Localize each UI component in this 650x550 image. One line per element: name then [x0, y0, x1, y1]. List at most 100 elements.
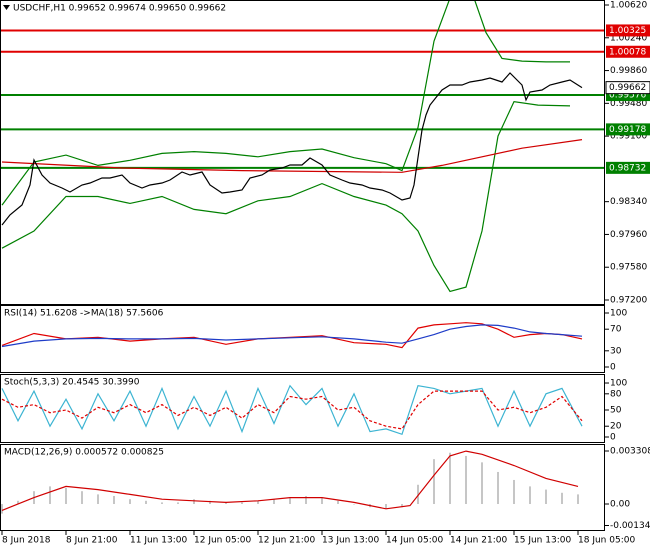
histogram-bar: [193, 499, 195, 505]
panel: [1, 322, 583, 349]
histogram-bar: [513, 479, 515, 505]
y-tick-label: 50: [610, 406, 622, 416]
panel: [1, 384, 583, 436]
y-tick-label: 0: [610, 433, 616, 443]
histogram-bar: [129, 499, 131, 505]
histogram-bar: [17, 500, 19, 505]
histogram-bar: [385, 504, 387, 509]
series-line: [1, 72, 583, 226]
panel: [1, 450, 579, 514]
x-tick-label: 8 Jun 2018: [2, 536, 51, 546]
y-tick-label: 0.97580: [610, 263, 647, 273]
histogram-bar: [241, 502, 243, 505]
histogram-bar: [577, 494, 579, 505]
x-tick-label: 11 Jun 13:00: [130, 536, 187, 546]
x-tick-label: 8 Jun 21:00: [66, 536, 118, 546]
series-line: [1, 0, 570, 206]
panel-border: [0, 305, 605, 373]
histogram-bar: [449, 452, 451, 505]
histogram-bar: [353, 504, 355, 505]
y-tick-label: 1.00620: [610, 1, 647, 11]
y-tick-label: 0.99100: [610, 132, 647, 142]
histogram-bar: [529, 486, 531, 505]
panel-border: [0, 444, 605, 531]
series-line: [1, 139, 583, 173]
y-tick-label: 100: [610, 379, 627, 389]
level-label: 1.00078: [609, 47, 646, 57]
y-tick-label: 0.97960: [610, 230, 647, 240]
y-tick-label: 80: [610, 389, 622, 399]
histogram-bar: [433, 459, 435, 505]
histogram-bar: [209, 500, 211, 505]
histogram-bar: [337, 500, 339, 505]
y-tick-label: 0.97200: [610, 295, 647, 305]
series-line: [1, 322, 583, 349]
histogram-bar: [321, 497, 323, 505]
series-line: [1, 100, 571, 293]
y-tick-label: 100: [610, 308, 627, 318]
histogram-bar: [481, 462, 483, 505]
histogram-bar: [65, 487, 67, 505]
histogram-bar: [305, 495, 307, 505]
x-tick-label: 13 Jun 13:00: [322, 536, 379, 546]
level-label: 1.00325: [609, 26, 646, 36]
series-line: [1, 384, 583, 436]
histogram-bar: [81, 491, 83, 505]
y-tick-label: 0.98340: [610, 197, 647, 207]
level-label: 0.98732: [609, 163, 646, 173]
level-label: 0.99576: [609, 91, 646, 101]
x-tick-label: 15 Jun 13:00: [514, 536, 571, 546]
y-tick-label: 20: [610, 422, 622, 432]
x-tick-label: 14 Jun 05:00: [386, 536, 443, 546]
panel-title: Stoch(5,3,3) 20.4545 30.3990: [4, 378, 140, 388]
histogram-bar: [145, 500, 147, 505]
histogram-bar: [1, 504, 3, 514]
panel-border: [0, 0, 605, 305]
level-label-box: [606, 161, 650, 174]
y-tick-label: 0: [610, 363, 616, 373]
level-label-box: [606, 123, 650, 136]
x-tick-label: 18 Jun 05:00: [578, 536, 635, 546]
y-tick-label: 1.00240: [610, 33, 647, 43]
series-line: [1, 450, 579, 511]
panel-title: RSI(14) 51.6208 ->MA(18) 57.5606: [4, 309, 164, 319]
x-tick-label: 12 Jun 05:00: [194, 536, 251, 546]
histogram-bar: [289, 497, 291, 505]
histogram-bar: [225, 502, 227, 505]
histogram-bar: [257, 500, 259, 505]
histogram-bar: [497, 471, 499, 505]
level-label: 0.99178: [609, 125, 646, 135]
y-tick-label: 70: [610, 325, 622, 335]
y-tick-label: 0.003308: [610, 447, 650, 457]
histogram-bar: [113, 495, 115, 505]
x-tick-label: 14 Jun 21:00: [450, 536, 507, 546]
histogram-bar: [49, 486, 51, 505]
histogram-bar: [465, 455, 467, 505]
y-tick-label: -0.001342: [610, 521, 650, 531]
histogram-bar: [177, 502, 179, 505]
collapse-icon[interactable]: [3, 5, 10, 10]
last-price-label: 0.99662: [609, 83, 646, 93]
last-price-box: [605, 81, 650, 95]
histogram-bar: [161, 502, 163, 505]
histogram-bar: [417, 484, 419, 505]
y-tick-label: 0.99860: [610, 66, 647, 76]
y-tick-label: 30: [610, 346, 622, 356]
histogram-bar: [545, 489, 547, 505]
panel-border: [0, 374, 605, 443]
histogram-bar: [97, 494, 99, 505]
panel-title: USDCHF,H1 0.99652 0.99674 0.99650 0.9966…: [13, 4, 226, 14]
series-line: [1, 324, 583, 348]
y-tick-label: 0.00: [610, 500, 630, 510]
panel-title: MACD(12,26,9) 0.000572 0.000825: [4, 448, 164, 458]
histogram-bar: [561, 492, 563, 505]
y-tick-label: 0.99480: [610, 99, 647, 109]
level-label-box: [606, 24, 650, 37]
series-line: [1, 390, 583, 430]
x-tick-label: 12 Jun 21:00: [258, 536, 315, 546]
histogram-bar: [401, 504, 403, 508]
histogram-bar: [273, 499, 275, 505]
level-label-box: [606, 45, 650, 58]
